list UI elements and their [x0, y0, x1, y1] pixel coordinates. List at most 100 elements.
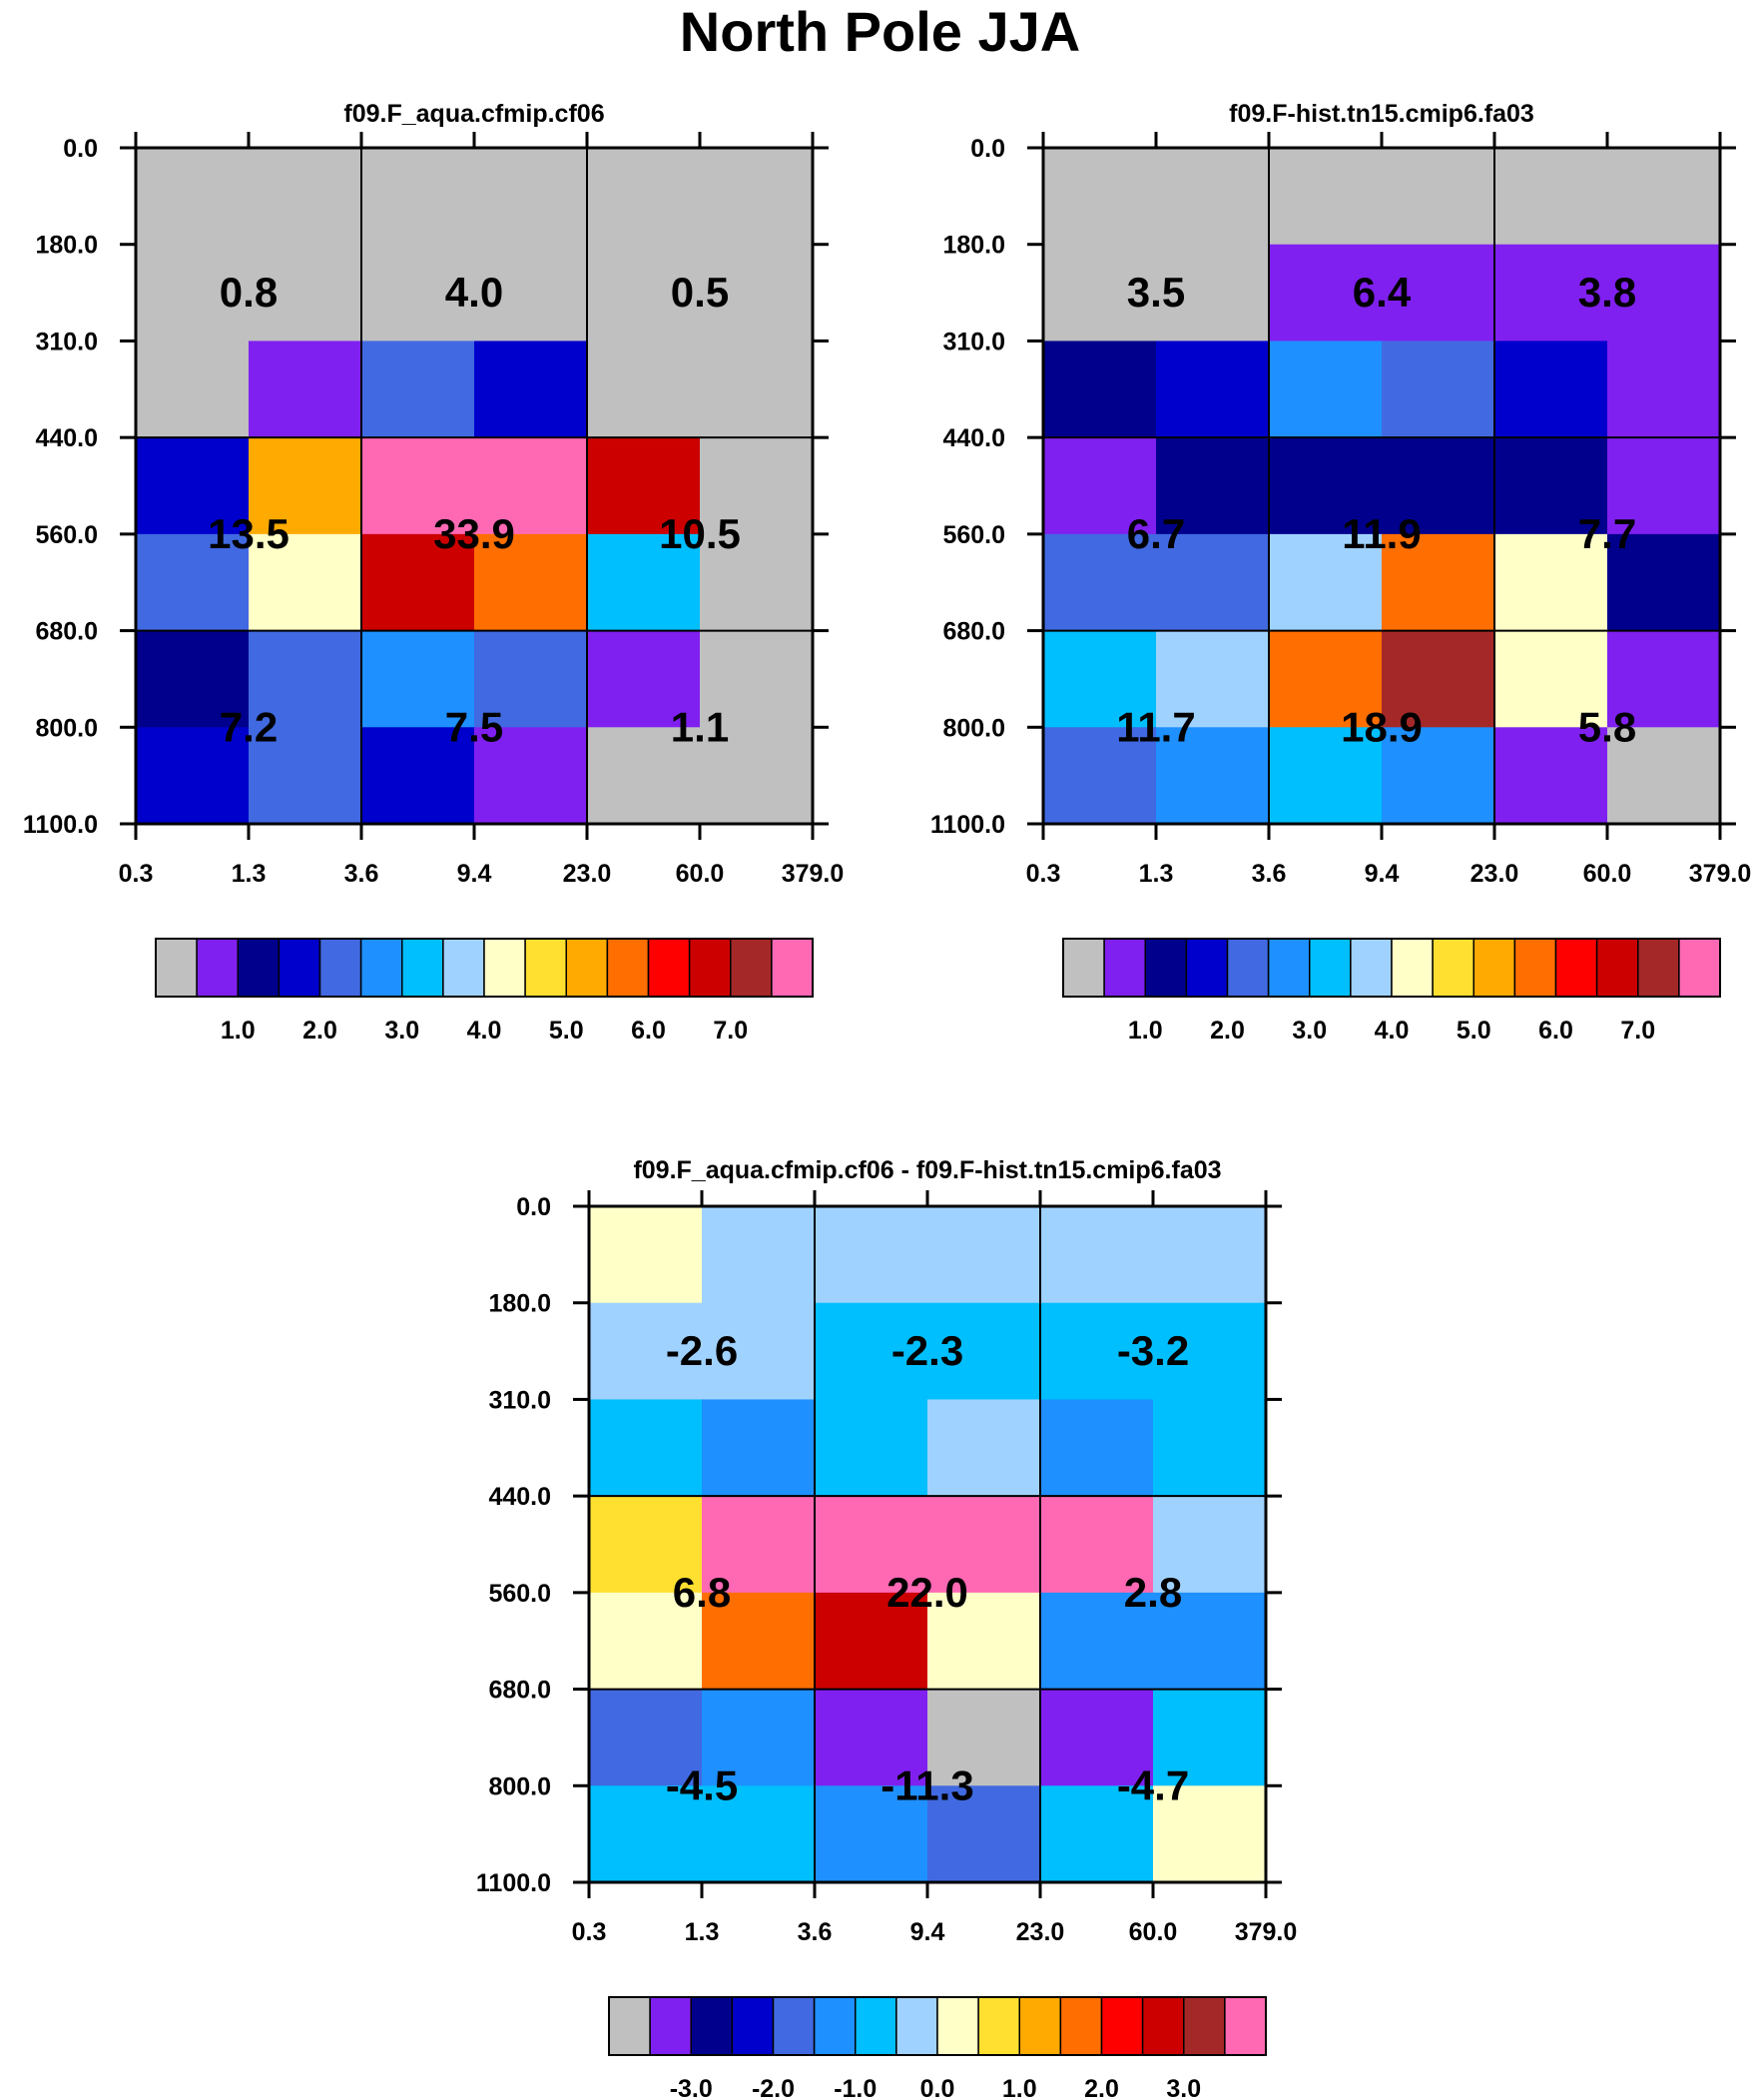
heatmap-cell	[136, 727, 250, 825]
legend-swatch	[483, 938, 526, 998]
heatmap-cell	[1494, 727, 1608, 825]
heatmap-cell	[927, 1689, 1041, 1786]
panel-title: f09.F-hist.tn15.cmip6.fa03	[1229, 100, 1534, 128]
heatmap-cell	[1607, 341, 1721, 438]
heatmap-cell	[702, 1302, 816, 1401]
heatmap-cell	[587, 630, 701, 728]
x-tick-label: 23.0	[1470, 860, 1519, 888]
heatmap-cell	[1156, 533, 1270, 632]
x-tick-label: 379.0	[1689, 860, 1752, 888]
heatmap-cell	[136, 630, 250, 728]
heatmap-cell	[927, 1302, 1041, 1401]
legend-swatch	[1637, 938, 1680, 998]
heatmap-cell	[361, 533, 475, 632]
heatmap-cell	[927, 1206, 1041, 1304]
heatmap-cell	[700, 341, 814, 438]
heatmap-cell	[1607, 630, 1721, 728]
heatmap-cell	[587, 244, 701, 343]
legend-swatch	[608, 1996, 651, 2056]
heatmap-cell	[589, 1785, 703, 1883]
panel-2: f09.F-hist.tn15.cmip6.fa03 0.0 180.0 310.0 4…	[930, 100, 1751, 1045]
legend-swatch	[318, 938, 362, 998]
legend-swatch	[813, 1996, 857, 2056]
legend-swatch	[855, 1996, 897, 2056]
heatmap-cell	[1494, 630, 1608, 728]
heatmap-cell	[589, 1496, 703, 1594]
heatmap-cell	[361, 437, 475, 535]
heatmap-cell	[1269, 437, 1383, 535]
block-value: 11.9	[1342, 510, 1421, 557]
y-tick-label: 310.0	[488, 1386, 551, 1414]
heatmap-cell	[1382, 148, 1495, 246]
heatmap-cell	[700, 437, 814, 535]
heatmap-cell	[1494, 148, 1608, 246]
heatmap-cell	[249, 533, 362, 632]
block-value: 0.5	[671, 269, 729, 316]
heatmap-cell	[702, 1689, 816, 1786]
heatmap-cell	[1607, 244, 1721, 343]
heatmap-cell	[1269, 727, 1383, 825]
legend-label: 1.0	[221, 1017, 256, 1045]
heatmap-cell	[1382, 341, 1495, 438]
x-tick-label: 3.6	[1252, 860, 1287, 888]
legend-swatch	[1554, 938, 1598, 998]
legend-swatch	[196, 938, 239, 998]
heatmap-cell	[587, 148, 701, 246]
heatmap-cell	[361, 727, 475, 825]
x-tick-label: 1.3	[685, 1918, 720, 1946]
legend-swatch	[359, 938, 403, 998]
heatmap-cell	[249, 727, 362, 825]
legend-swatch	[649, 1996, 692, 2056]
y-tick-label: 1100.0	[930, 811, 1005, 839]
heatmap-cell	[136, 533, 250, 632]
x-tick-label: 1.3	[1139, 860, 1174, 888]
heatmap-cell	[1040, 1302, 1154, 1401]
heatmap-cell	[361, 244, 475, 343]
y-tick-label: 440.0	[35, 424, 98, 452]
heatmap-cell	[1607, 727, 1721, 825]
x-tick-label: 9.4	[1365, 860, 1400, 888]
block-value: -11.3	[880, 1761, 973, 1808]
panel-3: f09.F_aqua.cfmip.cf06 - f09.F-hist.tn15.…	[476, 1156, 1297, 2100]
legend-label: 4.0	[467, 1017, 502, 1045]
heatmap-cell	[587, 437, 701, 535]
y-tick-label: 0.0	[516, 1193, 551, 1221]
block-value: 5.8	[1578, 703, 1636, 750]
y-tick-label: 1100.0	[476, 1869, 551, 1897]
y-tick-label: 680.0	[942, 618, 1005, 646]
heatmap-cell	[1156, 148, 1270, 246]
legend-label: 7.0	[713, 1017, 748, 1045]
legend-swatch	[606, 938, 650, 998]
panel-1: f09.F_aqua.cfmip.cf06 0.0 180.0 310.0 440.0 5…	[23, 100, 844, 1045]
block-value: -2.6	[666, 1327, 738, 1374]
block-value: 4.0	[445, 269, 503, 316]
legend-swatch	[895, 1996, 938, 2056]
heatmap-cell	[927, 1399, 1041, 1497]
block-value: 7.2	[220, 703, 278, 750]
heatmap-cell	[1156, 727, 1270, 825]
y-tick-label: 800.0	[488, 1772, 551, 1800]
legend-swatch	[936, 1996, 979, 2056]
heatmap-cell	[1382, 437, 1495, 535]
heatmap-cell	[474, 630, 588, 728]
legend-swatch	[1141, 1996, 1185, 2056]
legend-label: 5.0	[1457, 1017, 1491, 1045]
legend-swatch	[1595, 938, 1639, 998]
heatmap-cell	[136, 341, 250, 438]
heatmap-cell	[474, 437, 588, 535]
legend-label: 6.0	[631, 1017, 666, 1045]
heatmap-cell	[589, 1592, 703, 1691]
block-value: 3.5	[1127, 269, 1185, 316]
x-tick-label: 60.0	[1583, 860, 1632, 888]
heatmap-cell	[1269, 148, 1383, 246]
block-value: -2.3	[891, 1327, 963, 1374]
heatmap-cell	[1043, 148, 1157, 246]
heatmap-cell	[136, 148, 250, 246]
heatmap-cell	[1607, 533, 1721, 632]
heatmap-cell	[1269, 630, 1383, 728]
block-value: -4.5	[666, 1761, 738, 1808]
heatmap-cell	[474, 727, 588, 825]
heatmap-cell	[474, 244, 588, 343]
legend-frame	[1062, 938, 1721, 998]
legend-swatch	[771, 938, 814, 998]
